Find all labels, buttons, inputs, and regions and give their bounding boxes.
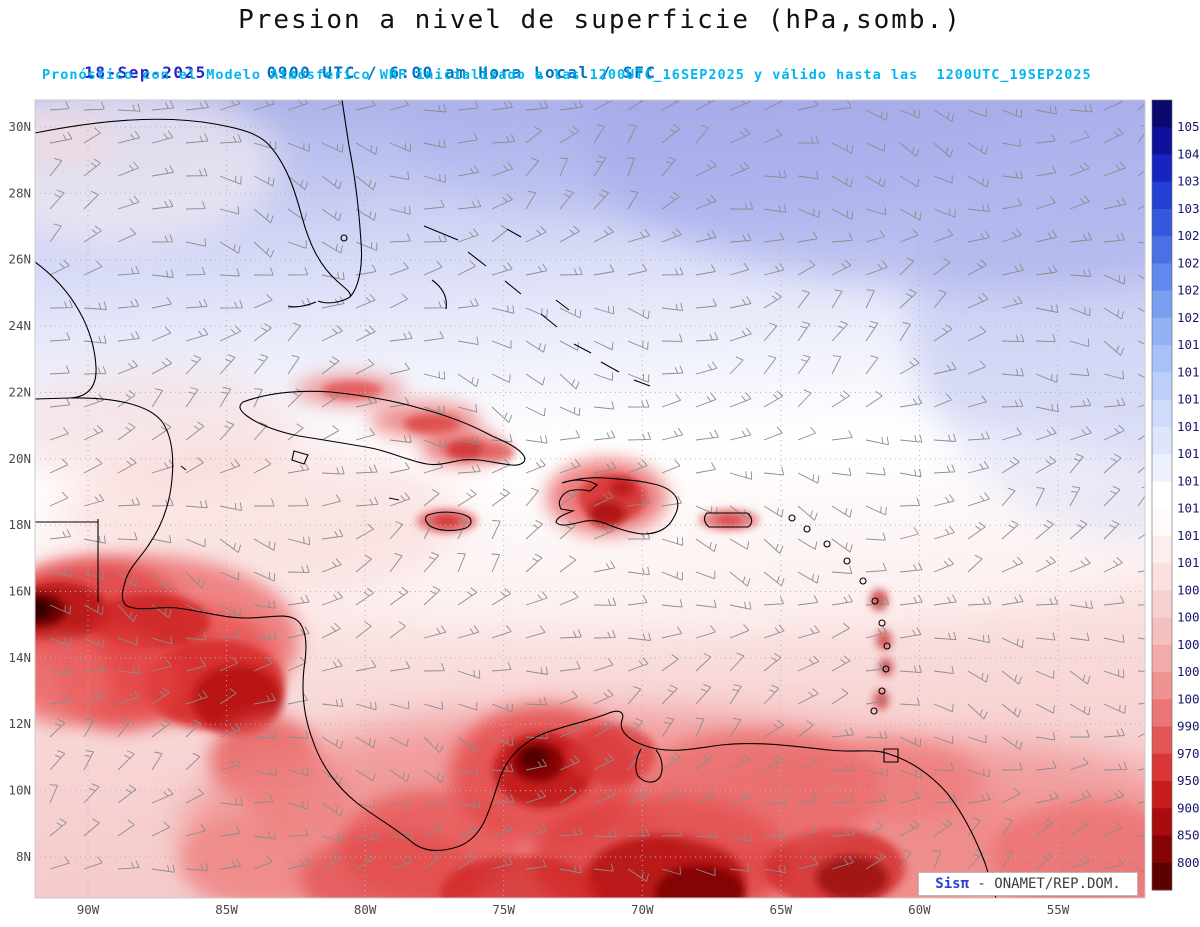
colorbar-label: 1030: [1177, 201, 1200, 216]
colorbar-segment: [1152, 345, 1172, 373]
colorbar-segment: [1152, 236, 1172, 264]
lat-label: 26N: [8, 252, 31, 267]
colorbar-segment: [1152, 781, 1172, 809]
lat-lon-grid: [35, 100, 1145, 898]
coastlines: [35, 100, 997, 898]
lon-label: 55W: [1047, 902, 1070, 917]
colorbar-label: 1028: [1177, 228, 1200, 243]
forecast-datetime: 18-Sep-2025 0900 UTC / 6:00 am Hora Local…: [62, 44, 656, 82]
colorbar-label: 900: [1177, 800, 1200, 815]
colorbar-label: 1025: [1177, 255, 1200, 270]
colorbar-segment: [1152, 835, 1172, 864]
colorbar-segment: [1152, 399, 1172, 428]
watermark-brand: Sisπ: [935, 876, 969, 892]
colorbar: 1050 1040 1035 1030 1028 1025 1022 1020 1019 1018…: [1151, 99, 1200, 891]
colorbar-segment: [1152, 181, 1172, 210]
lat-label: 22N: [8, 384, 31, 399]
colorbar-segment: [1152, 454, 1172, 482]
colorbar-segment: [1152, 127, 1172, 155]
colorbar-segment: [1152, 590, 1172, 619]
page-title: Presion a nivel de superficie (hPa,somb.…: [238, 5, 962, 35]
lon-label: 90W: [77, 902, 100, 917]
lon-label: 70W: [631, 902, 654, 917]
colorbar-segment: [1152, 154, 1172, 183]
model-run-info: Pronóstico con el Modelo Atmósferico WRF…: [42, 67, 1092, 83]
colorbar-segment: [1152, 508, 1172, 537]
lat-label: 12N: [8, 716, 31, 731]
lon-label: 85W: [215, 902, 238, 917]
colorbar-label: 1017: [1177, 392, 1200, 407]
colorbar-label: 1006: [1177, 610, 1200, 625]
colorbar-segment: [1152, 317, 1172, 346]
colorbar-label: 1015: [1177, 446, 1200, 461]
lat-label: 20N: [8, 451, 31, 466]
colorbar-segment: [1152, 808, 1172, 837]
lon-label: 75W: [492, 902, 515, 917]
colorbar-segment: [1152, 290, 1172, 319]
colorbar-segment: [1152, 481, 1172, 510]
colorbar-label: 990: [1177, 719, 1200, 734]
axis-labels: 30N 28N 26N 24N 22N 20N 18N 16N 14N 12N 10N 8N 90W 85…: [8, 119, 1069, 917]
colorbar-label: 1010: [1177, 555, 1200, 570]
lat-label: 24N: [8, 318, 31, 333]
colorbar-label: 1014: [1177, 473, 1200, 488]
colorbar-label: 1035: [1177, 174, 1200, 189]
colorbar-label: 1004: [1177, 637, 1200, 652]
forecast-date: 18-Sep-2025: [84, 63, 207, 82]
lat-label: 18N: [8, 517, 31, 532]
forecast-time: 0900 UTC / 6:00 am Hora Local / SFC: [266, 63, 657, 82]
lat-label: 28N: [8, 185, 31, 200]
colorbar-label: 1019: [1177, 337, 1200, 352]
colorbar-segment: [1152, 699, 1172, 728]
colorbar-segment: [1152, 208, 1172, 237]
lon-label: 60W: [908, 902, 931, 917]
colorbar-label: 1000: [1177, 691, 1200, 706]
colorbar-label: 800: [1177, 855, 1200, 870]
colorbar-label: 1040: [1177, 146, 1200, 161]
colorbar-segment: [1152, 100, 1172, 128]
lon-label: 80W: [354, 902, 377, 917]
colorbar-segment: [1152, 563, 1172, 591]
map-frame: [34, 99, 1146, 899]
colorbar-segment: [1152, 644, 1172, 673]
colorbar-label: 970: [1177, 746, 1200, 761]
lat-label: 30N: [8, 119, 31, 134]
colorbar-label: 1050: [1177, 119, 1200, 134]
colorbar-label: 1018: [1177, 364, 1200, 379]
colorbar-label: 1008: [1177, 582, 1200, 597]
colorbar-label: 1020: [1177, 310, 1200, 325]
colorbar-label: 1013: [1177, 501, 1200, 516]
colorbar-segment: [1152, 862, 1172, 891]
colorbar-segment: [1152, 753, 1172, 782]
colorbar-label: 850: [1177, 828, 1200, 843]
colorbar-segment: [1152, 617, 1172, 646]
lon-label: 65W: [770, 902, 793, 917]
colorbar-segment: [1152, 535, 1172, 564]
wind-barbs: [49, 100, 1145, 882]
colorbar-label: 950: [1177, 773, 1200, 788]
lat-label: 16N: [8, 584, 31, 599]
colorbar-label: 1002: [1177, 664, 1200, 679]
colorbar-label: 1022: [1177, 283, 1200, 298]
lat-label: 10N: [8, 783, 31, 798]
colorbar-segment: [1152, 263, 1172, 292]
colorbar-label: 1016: [1177, 419, 1200, 434]
lat-label: 14N: [8, 650, 31, 665]
colorbar-segment: [1152, 672, 1172, 700]
watermark-attribution: - ONAMET/REP.DOM.: [969, 876, 1121, 892]
watermark: Sisπ - ONAMET/REP.DOM.: [918, 872, 1138, 896]
colorbar-segment: [1152, 726, 1172, 755]
colorbar-segment: [1152, 426, 1172, 455]
lat-label: 8N: [16, 849, 31, 864]
colorbar-label: 1012: [1177, 528, 1200, 543]
colorbar-segment: [1152, 372, 1172, 401]
